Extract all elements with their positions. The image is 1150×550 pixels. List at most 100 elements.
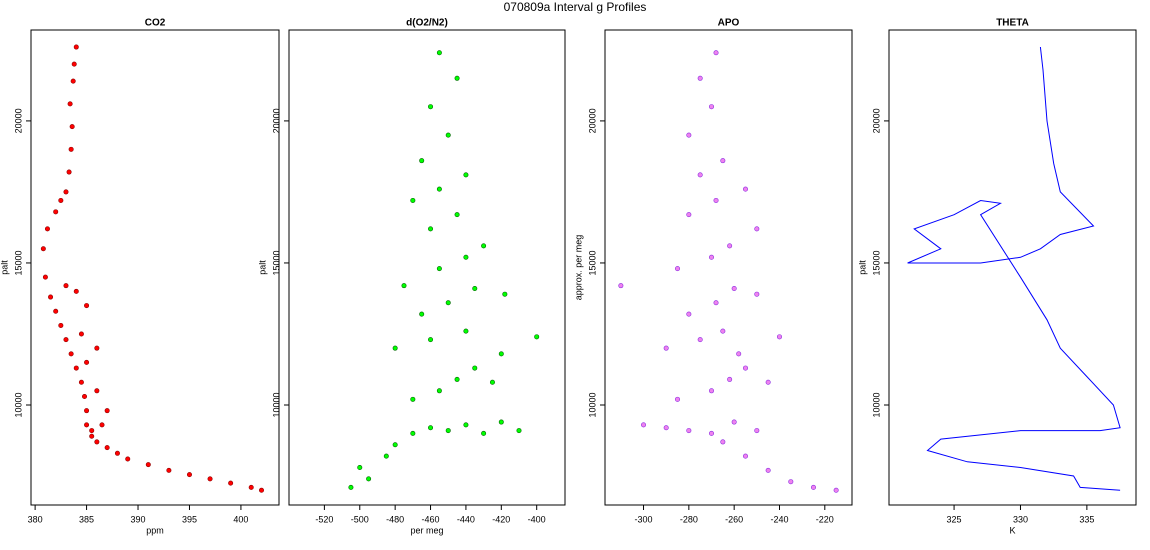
y-axis-label: palt [0, 260, 9, 275]
data-point [472, 286, 478, 292]
data-point [94, 388, 100, 394]
data-point [419, 158, 425, 164]
profile-line [907, 46, 1121, 491]
data-point [125, 456, 131, 462]
data-point [754, 226, 760, 232]
data-point [44, 226, 50, 232]
y-tick-label: 10000 [13, 392, 23, 417]
data-point [428, 226, 434, 232]
data-point [454, 212, 460, 218]
data-point [713, 197, 719, 203]
x-tick-label: -240 [770, 514, 788, 524]
data-point [259, 487, 265, 493]
data-point [720, 158, 726, 164]
x-tick-label: -260 [725, 514, 743, 524]
data-point [84, 359, 90, 365]
data-point [742, 453, 748, 459]
data-point [713, 300, 719, 306]
x-tick-label: -280 [680, 514, 698, 524]
data-point [114, 450, 120, 456]
data-point [410, 396, 416, 402]
data-point [392, 442, 398, 448]
x-axis-label: ppm [146, 525, 164, 535]
data-point [788, 479, 794, 485]
data-point [73, 288, 79, 294]
data-point [765, 467, 771, 473]
data-point [445, 428, 451, 434]
data-point [94, 345, 100, 351]
data-point [489, 379, 495, 385]
x-tick-label: -400 [528, 514, 546, 524]
panel-title: APO [718, 18, 740, 29]
data-point [736, 351, 742, 357]
data-point [686, 132, 692, 138]
data-point [742, 186, 748, 192]
data-point [463, 422, 469, 428]
data-point [463, 254, 469, 260]
data-point [686, 428, 692, 434]
data-point [186, 472, 192, 478]
data-point [697, 75, 703, 81]
x-tick-label: -500 [351, 514, 369, 524]
data-point [68, 146, 74, 152]
panel-title: CO2 [145, 18, 166, 29]
data-point [534, 334, 540, 340]
data-point [419, 311, 425, 317]
data-point [709, 430, 715, 436]
y-tick-label: 15000 [871, 250, 881, 275]
data-point [84, 408, 90, 414]
data-point [383, 453, 389, 459]
y-tick-label: 15000 [13, 250, 23, 275]
data-point [410, 430, 416, 436]
data-point [348, 484, 354, 490]
data-point [754, 291, 760, 297]
data-point [481, 243, 487, 249]
data-point [366, 476, 372, 482]
data-point [472, 365, 478, 371]
data-point [445, 300, 451, 306]
y-tick-label: 10000 [871, 392, 881, 417]
data-point [436, 50, 442, 56]
y-axis-label: palt [857, 260, 867, 275]
data-point [53, 209, 59, 215]
data-point [63, 337, 69, 343]
data-point [463, 172, 469, 178]
data-point [436, 186, 442, 192]
data-point [58, 197, 64, 203]
y-tick-label: 20000 [271, 108, 281, 133]
data-point [454, 75, 460, 81]
data-point [720, 439, 726, 445]
x-tick-label: 335 [1079, 514, 1094, 524]
data-point [436, 266, 442, 272]
data-point [94, 439, 100, 445]
x-tick-label: 385 [79, 514, 94, 524]
data-point [713, 50, 719, 56]
data-point [145, 462, 151, 468]
data-point [228, 480, 234, 486]
data-point [73, 365, 79, 371]
data-point [84, 303, 90, 309]
data-point [428, 337, 434, 343]
y-tick-label: 15000 [271, 250, 281, 275]
data-point [663, 425, 669, 431]
data-point [40, 246, 46, 252]
data-point [104, 445, 110, 451]
x-tick-label: -220 [816, 514, 834, 524]
data-point [401, 283, 407, 289]
data-point [357, 464, 363, 470]
data-point [663, 345, 669, 351]
data-point [709, 104, 715, 110]
data-point [58, 322, 64, 328]
data-point [63, 283, 69, 289]
plot-frame [888, 29, 1137, 506]
data-point [697, 172, 703, 178]
data-point [709, 254, 715, 260]
data-point [516, 428, 522, 434]
data-point [84, 422, 90, 428]
data-point [248, 484, 254, 490]
data-point [42, 274, 48, 280]
data-point [697, 337, 703, 343]
x-tick-label: 380 [28, 514, 43, 524]
data-point [709, 388, 715, 394]
data-point [720, 328, 726, 334]
